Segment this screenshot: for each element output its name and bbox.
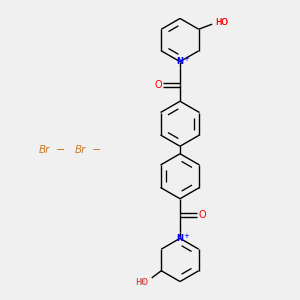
Text: N: N	[176, 234, 184, 243]
Text: HO: HO	[215, 18, 228, 27]
Text: HO: HO	[215, 18, 228, 27]
Text: Br: Br	[75, 145, 86, 155]
Text: O: O	[154, 80, 162, 90]
Text: O: O	[198, 210, 206, 220]
Text: −: −	[56, 145, 65, 155]
Text: −: −	[92, 145, 101, 155]
Text: +: +	[184, 233, 190, 239]
Text: Br: Br	[39, 145, 50, 155]
Text: H: H	[138, 278, 144, 287]
Text: +: +	[184, 56, 190, 62]
Text: N: N	[176, 57, 184, 66]
Text: HO: HO	[135, 278, 148, 287]
